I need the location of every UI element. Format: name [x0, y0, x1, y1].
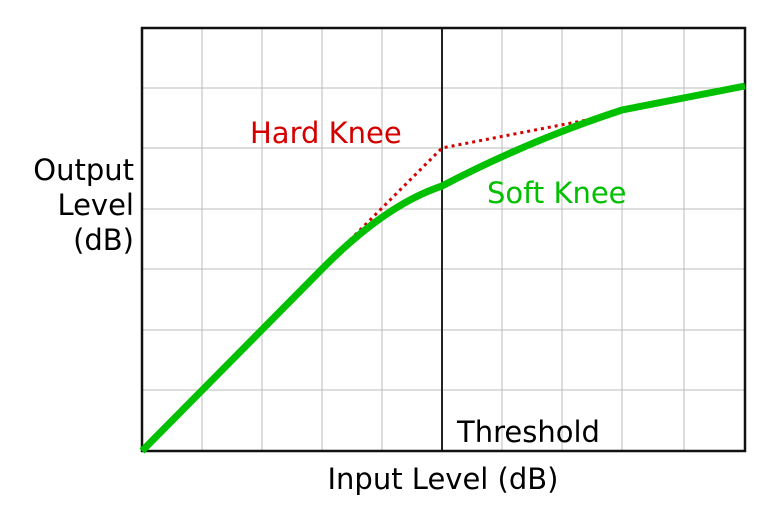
y-axis-label: Level [57, 188, 134, 222]
threshold-label: Threshold [456, 415, 600, 449]
hard-knee-label: Hard Knee [250, 116, 402, 150]
plot-frame [140, 26, 747, 453]
soft-knee-curve [139, 82, 746, 454]
soft-knee-label: Soft Knee [487, 176, 627, 210]
y-axis-label: (dB) [73, 223, 134, 257]
hard-knee-curve [338, 117, 593, 252]
y-axis-label: Output [33, 153, 134, 187]
x-axis-label: Input Level (dB) [327, 462, 558, 496]
